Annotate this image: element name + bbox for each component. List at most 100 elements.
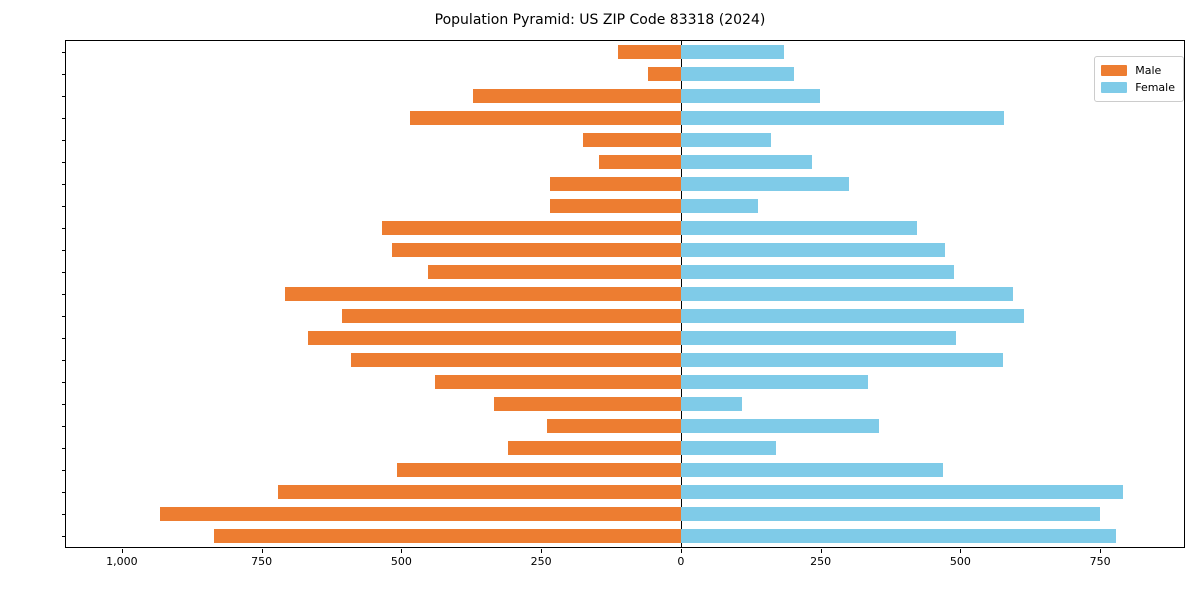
y-axis-tick-mark	[62, 492, 66, 493]
bar-female	[680, 529, 1116, 543]
bar-female	[680, 199, 759, 213]
y-axis-tick-mark	[62, 382, 66, 383]
bar-female	[680, 155, 813, 169]
y-axis-tick-mark	[62, 448, 66, 449]
x-axis-tick-mark	[1100, 549, 1102, 553]
x-axis-tick-label: 500	[390, 555, 412, 568]
pyramid-row	[66, 441, 1184, 455]
bar-female	[680, 463, 944, 477]
pyramid-row	[66, 287, 1184, 301]
pyramid-row	[66, 331, 1184, 345]
y-axis-tick-mark	[62, 74, 66, 75]
bar-female	[680, 309, 1024, 323]
bar-female	[680, 353, 1003, 367]
bar-female	[680, 67, 794, 81]
y-axis-tick-mark	[62, 536, 66, 537]
bar-male	[308, 331, 681, 345]
bar-male	[434, 375, 681, 389]
bar-male	[494, 397, 681, 411]
y-axis-tick-mark	[62, 52, 66, 53]
bar-male	[409, 111, 681, 125]
pyramid-row	[66, 221, 1184, 235]
y-axis-tick-mark	[62, 404, 66, 405]
y-axis-tick-mark	[62, 360, 66, 361]
chart-title: Population Pyramid: US ZIP Code 83318 (2…	[434, 12, 766, 28]
bar-male	[472, 89, 681, 103]
pyramid-row	[66, 309, 1184, 323]
bar-male	[214, 529, 681, 543]
x-axis-tick-label: 1,000	[106, 555, 138, 568]
legend-label-male: Male	[1135, 64, 1162, 77]
bar-female	[680, 221, 918, 235]
pyramid-row	[66, 243, 1184, 257]
pyramid-row	[66, 397, 1184, 411]
bar-female	[680, 331, 956, 345]
pyramid-row	[66, 133, 1184, 147]
x-axis-tick-mark	[541, 549, 543, 553]
x-axis-tick-label: 500	[949, 555, 971, 568]
x-axis-tick-mark	[680, 549, 682, 553]
pyramid-row	[66, 507, 1184, 521]
legend-swatch-female	[1101, 82, 1128, 93]
y-axis-tick-mark	[62, 272, 66, 273]
pyramid-row	[66, 67, 1184, 81]
y-axis-tick-mark	[62, 316, 66, 317]
x-axis-tick-label: 750	[1089, 555, 1111, 568]
bar-male	[397, 463, 681, 477]
pyramid-row	[66, 199, 1184, 213]
pyramid-row	[66, 45, 1184, 59]
bar-male	[546, 419, 681, 433]
legend-item-male: Male	[1101, 62, 1175, 79]
bar-male	[159, 507, 681, 521]
bar-male	[382, 221, 681, 235]
x-axis-tick-mark	[820, 549, 822, 553]
bar-male	[550, 199, 681, 213]
y-axis-tick-mark	[62, 118, 66, 119]
bar-female	[680, 419, 880, 433]
bar-female	[680, 397, 742, 411]
bar-male	[277, 485, 681, 499]
y-axis-tick-mark	[62, 294, 66, 295]
legend-label-female: Female	[1135, 81, 1175, 94]
bar-female	[680, 45, 785, 59]
bar-female	[680, 265, 954, 279]
pyramid-row	[66, 177, 1184, 191]
bar-male	[583, 133, 681, 147]
y-axis-tick-mark	[62, 184, 66, 185]
y-axis-tick-mark	[62, 250, 66, 251]
y-axis-tick-mark	[62, 96, 66, 97]
bar-male	[507, 441, 681, 455]
y-axis-tick-mark	[62, 338, 66, 339]
chart-legend: Male Female	[1094, 56, 1184, 102]
bar-female	[680, 111, 1004, 125]
bar-female	[680, 287, 1014, 301]
pyramid-row	[66, 89, 1184, 103]
legend-item-female: Female	[1101, 79, 1175, 96]
x-axis-tick-mark	[401, 549, 403, 553]
pyramid-row	[66, 485, 1184, 499]
pyramid-row	[66, 265, 1184, 279]
bar-female	[680, 507, 1101, 521]
x-axis-tick-mark	[960, 549, 962, 553]
x-axis-tick-mark	[261, 549, 263, 553]
pyramid-row	[66, 375, 1184, 389]
legend-swatch-male	[1101, 65, 1128, 76]
bar-male	[428, 265, 681, 279]
bar-female	[680, 133, 772, 147]
pyramid-row	[66, 353, 1184, 367]
bar-female	[680, 441, 776, 455]
bar-male	[392, 243, 681, 257]
bar-male	[618, 45, 681, 59]
bar-female	[680, 485, 1123, 499]
pyramid-row	[66, 419, 1184, 433]
bar-female	[680, 89, 820, 103]
bar-male	[342, 309, 681, 323]
x-axis-tick-label: 250	[530, 555, 552, 568]
bar-male	[550, 177, 681, 191]
x-axis-tick-mark	[121, 549, 123, 553]
y-axis-tick-mark	[62, 162, 66, 163]
bar-female	[680, 177, 849, 191]
y-axis-tick-mark	[62, 470, 66, 471]
bar-male	[648, 67, 681, 81]
